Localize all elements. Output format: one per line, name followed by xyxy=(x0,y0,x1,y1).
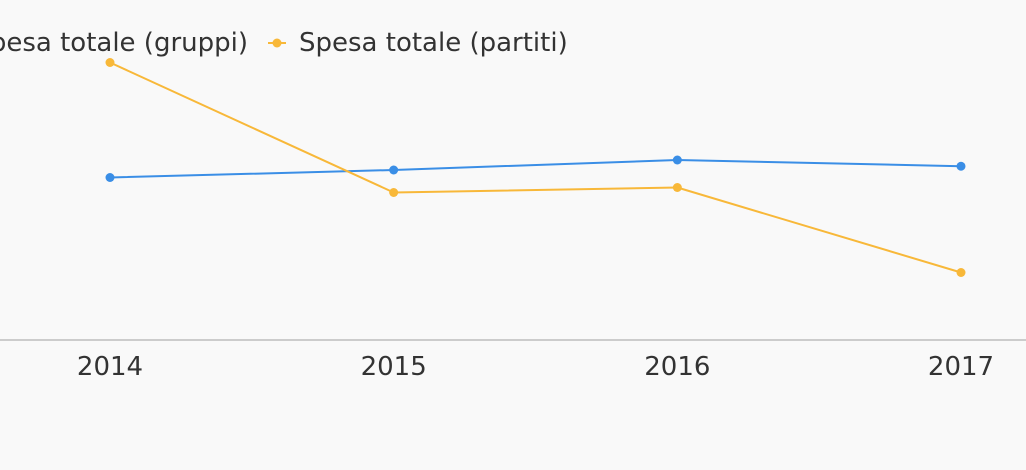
series-1-point-2015 xyxy=(389,165,399,175)
x-tick-label-2017: 2017 xyxy=(928,352,994,382)
series-1-point-2014 xyxy=(105,173,115,182)
legend-label-1: Spesa totale (gruppi) xyxy=(0,28,248,58)
series-1 xyxy=(105,155,966,182)
series-2 xyxy=(105,58,966,277)
x-axis-ticks: 2014 2015 2016 2017 xyxy=(77,352,994,382)
series-layer xyxy=(105,58,966,277)
x-tick-label-2015: 2015 xyxy=(361,352,427,382)
series-2-point-2014 xyxy=(105,58,115,67)
x-tick-label-2016: 2016 xyxy=(644,352,710,382)
x-tick-label-2014: 2014 xyxy=(77,352,143,382)
series-2-point-2015 xyxy=(389,188,399,197)
legend-marker-dot-2 xyxy=(272,38,282,48)
legend-item-2: Spesa totale (partiti) xyxy=(268,28,568,58)
legend-item-1: Spesa totale (gruppi) xyxy=(0,28,248,58)
series-2-point-2016 xyxy=(672,183,682,192)
legend: Spesa totale (gruppi) Spesa totale (parti… xyxy=(0,28,568,58)
series-1-line xyxy=(109,159,962,179)
legend-label-2: Spesa totale (partiti) xyxy=(299,28,568,58)
series-2-line xyxy=(109,61,962,274)
series-1-point-2017 xyxy=(956,161,966,171)
series-2-point-2017 xyxy=(956,268,966,277)
series-1-point-2016 xyxy=(672,155,682,165)
